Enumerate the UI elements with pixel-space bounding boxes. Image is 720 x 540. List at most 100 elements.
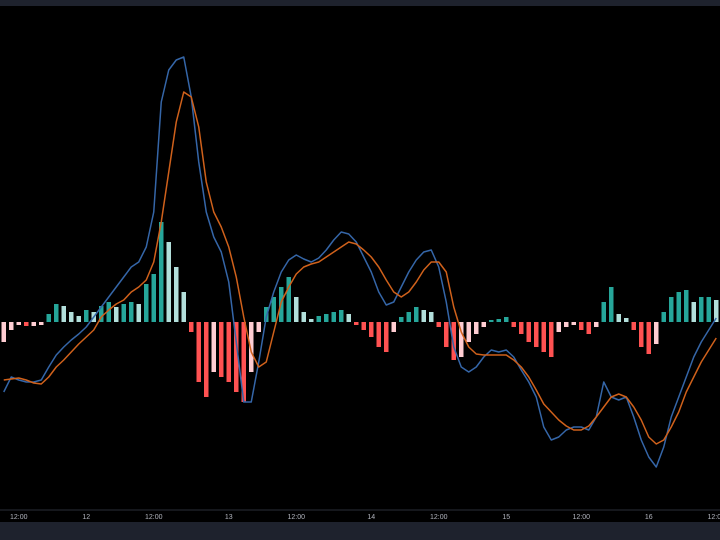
- x-tick-label: 12:00: [10, 514, 28, 521]
- histogram-bar: [211, 322, 216, 372]
- histogram-bar: [519, 322, 524, 334]
- histogram-bar: [369, 322, 374, 337]
- histogram-bar: [99, 306, 104, 322]
- histogram-bar: [444, 322, 449, 347]
- histogram-bar: [376, 322, 381, 347]
- line: [3, 91, 717, 445]
- histogram-bar: [549, 322, 554, 357]
- histogram-bar: [504, 317, 509, 322]
- histogram-bar: [316, 316, 321, 322]
- histogram-bar: [564, 322, 569, 327]
- histogram-bar: [196, 322, 201, 382]
- histogram-bar: [391, 322, 396, 332]
- histogram-bar: [271, 297, 276, 322]
- histogram-bar: [691, 302, 696, 322]
- x-tick-label: 13: [225, 514, 233, 521]
- histogram-bar: [346, 314, 351, 322]
- histogram-bar: [466, 322, 471, 342]
- histogram-bar: [144, 284, 149, 322]
- histogram-bar: [121, 304, 126, 322]
- histogram-bar: [459, 322, 464, 357]
- histogram-bar: [226, 322, 231, 382]
- histogram-bar: [406, 312, 411, 322]
- histogram-bar: [361, 322, 366, 330]
- histogram-bar: [136, 304, 141, 322]
- histogram-bar: [294, 297, 299, 322]
- histogram-bar: [181, 292, 186, 322]
- histogram-bar: [571, 322, 576, 325]
- histogram-bar: [354, 322, 359, 325]
- histogram-bar: [61, 306, 66, 322]
- histogram-bar: [384, 322, 389, 352]
- x-tick-label: 12:00: [707, 514, 720, 521]
- histogram-bar: [46, 314, 51, 322]
- histogram-bar: [324, 314, 329, 322]
- histogram-bar: [496, 319, 501, 322]
- plot-background: [0, 6, 720, 522]
- histogram-bar: [699, 297, 704, 322]
- histogram-bar: [69, 312, 74, 322]
- histogram-bar: [189, 322, 194, 332]
- histogram-bar: [234, 322, 239, 392]
- histogram-bar: [256, 322, 261, 332]
- x-tick-label: 12:00: [287, 514, 305, 521]
- histogram-bar: [31, 322, 36, 326]
- histogram-bar: [489, 320, 494, 322]
- histogram-bar: [646, 322, 651, 354]
- histogram-bar: [474, 322, 479, 334]
- histogram-bar: [421, 310, 426, 322]
- histogram-bar: [301, 312, 306, 322]
- histogram-bar: [249, 322, 254, 372]
- histogram-bar: [601, 302, 606, 322]
- histogram-bar: [129, 302, 134, 322]
- histogram-bar: [676, 292, 681, 322]
- histogram-bar: [526, 322, 531, 342]
- histogram-bar: [661, 312, 666, 322]
- x-tick-label: 12:00: [145, 514, 163, 521]
- histogram-bar: [286, 277, 291, 322]
- x-tick-label: 12:00: [572, 514, 590, 521]
- histogram-bar: [174, 267, 179, 322]
- histogram-bar: [106, 302, 111, 322]
- histogram-bar: [541, 322, 546, 352]
- histogram-bar: [669, 297, 674, 322]
- histogram-bar: [594, 322, 599, 327]
- histogram-bar: [511, 322, 516, 327]
- histogram-bar: [166, 242, 171, 322]
- histogram-bar: [414, 307, 419, 322]
- histogram-bar: [399, 317, 404, 322]
- histogram-bar: [54, 304, 59, 322]
- histogram-bar: [639, 322, 644, 347]
- histogram-bar: [241, 322, 246, 402]
- histogram-bar: [654, 322, 659, 344]
- x-tick-label: 14: [367, 514, 375, 521]
- histogram-bar: [114, 307, 119, 322]
- histogram-bar: [556, 322, 561, 332]
- x-tick-label: 16: [645, 514, 653, 521]
- histogram-bar: [151, 274, 156, 322]
- histogram-bar: [76, 316, 81, 322]
- histogram-bar: [39, 322, 44, 325]
- histogram-bar: [624, 318, 629, 322]
- histogram-bar: [1, 322, 6, 342]
- x-tick-label: 15: [502, 514, 510, 521]
- histogram-bar: [684, 290, 689, 322]
- histogram-bar: [84, 310, 89, 322]
- histogram-bar: [429, 312, 434, 322]
- line: [3, 56, 717, 468]
- histogram-bar: [714, 300, 719, 322]
- histogram-bar: [631, 322, 636, 330]
- histogram-bar: [451, 322, 456, 360]
- histogram-bar: [24, 322, 29, 326]
- histogram-bar: [204, 322, 209, 397]
- histogram-bar: [481, 322, 486, 327]
- histogram-bar: [616, 314, 621, 322]
- histogram-bar: [534, 322, 539, 347]
- histogram-bar: [309, 319, 314, 322]
- histogram-bar: [16, 322, 21, 325]
- histogram-bar: [9, 322, 14, 330]
- x-tick-label: 12:00: [430, 514, 448, 521]
- histogram-bar: [219, 322, 224, 377]
